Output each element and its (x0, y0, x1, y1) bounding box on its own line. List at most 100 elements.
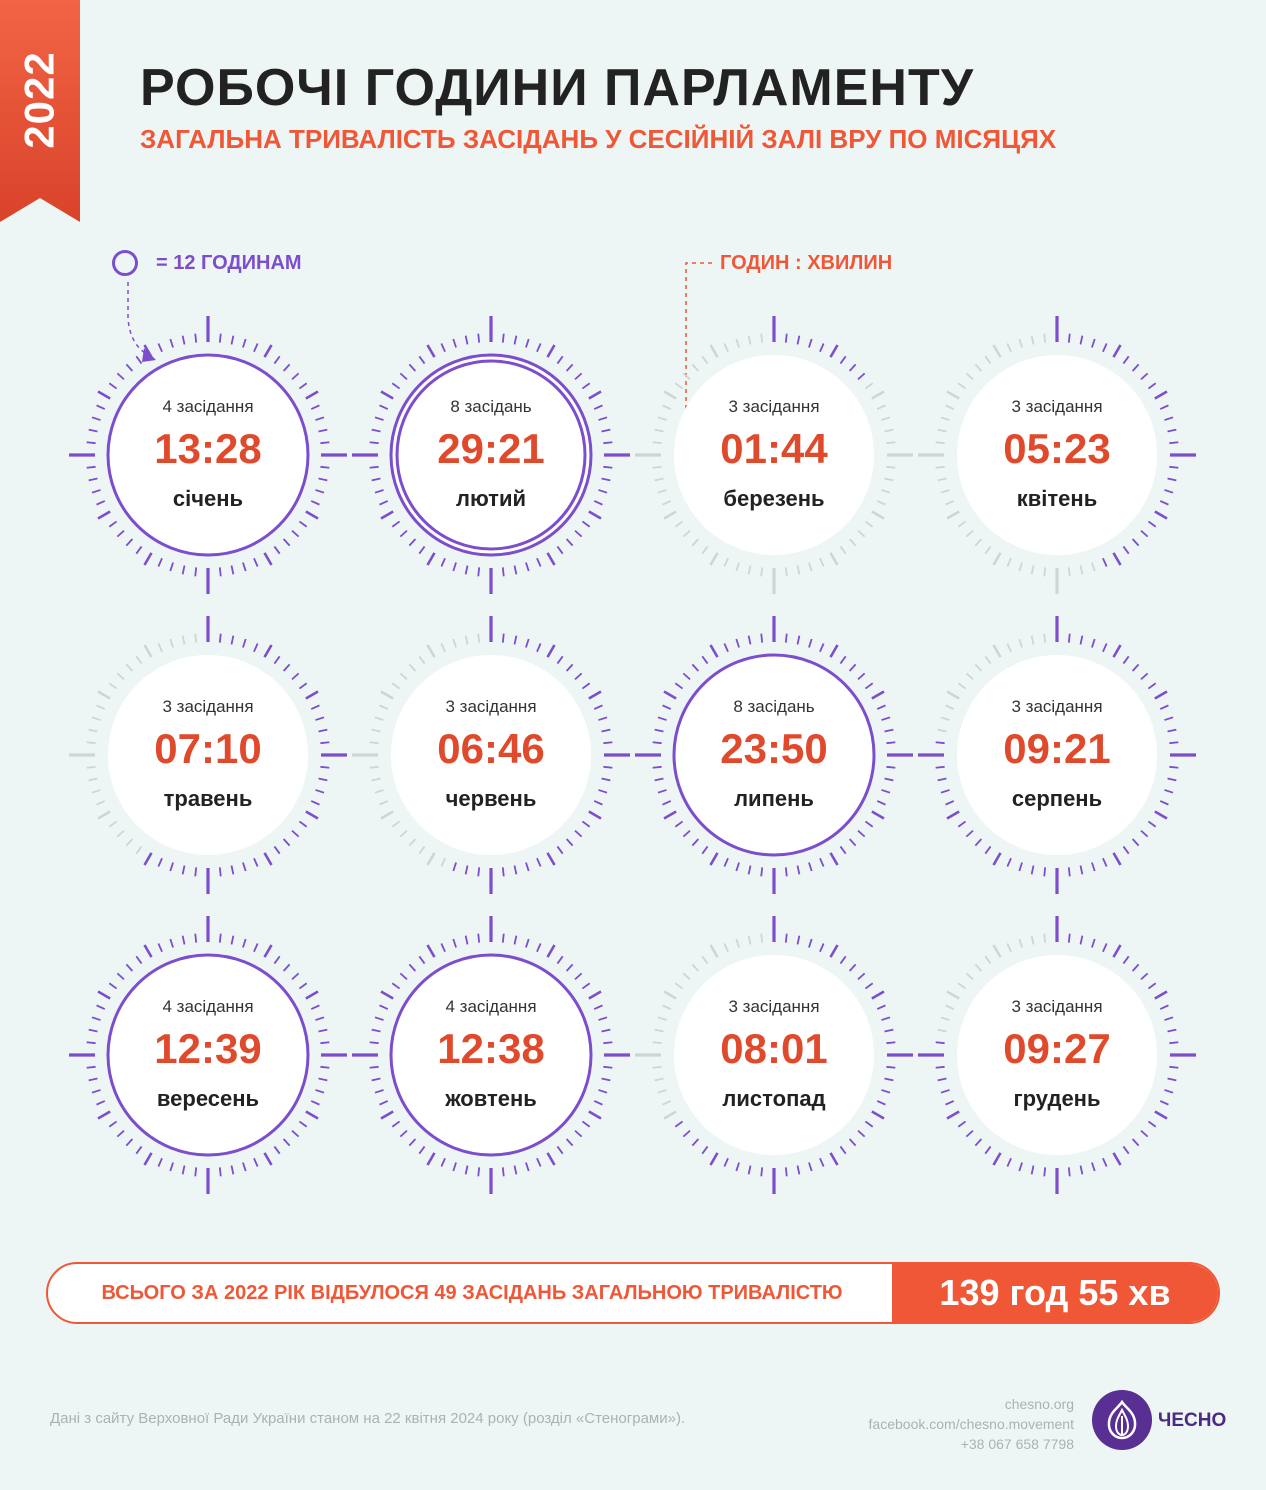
dial-tick (946, 1110, 960, 1120)
dial-tick (603, 441, 613, 445)
dial-tick (1006, 643, 1012, 653)
website-link[interactable]: chesno.org (1004, 1396, 1074, 1412)
dial-tick (157, 343, 163, 353)
dial-duration: 07:10 (154, 725, 262, 772)
dial-tick (315, 489, 325, 494)
dial-tick (819, 557, 825, 567)
dial-tick (682, 672, 691, 681)
dial-tick (1147, 982, 1157, 990)
dial-tick (946, 690, 960, 700)
dial-tick (657, 489, 667, 494)
dial-tick (723, 643, 729, 653)
dial-tick (230, 565, 235, 575)
dial-tick (747, 335, 752, 345)
dial-tick (1164, 716, 1174, 721)
dial-graphic (352, 316, 630, 594)
dial-tick (242, 1162, 247, 1172)
dial-tick (282, 963, 291, 972)
dial-tick (796, 935, 801, 945)
dial-tick (965, 529, 974, 538)
dial-tick (864, 682, 874, 690)
dial-tick (108, 820, 118, 828)
phone-number: +38 067 658 7798 (960, 1436, 1074, 1452)
dial-tick (1131, 538, 1140, 547)
dial-tick (305, 990, 319, 1000)
dial-face (674, 355, 874, 555)
dial-tick (501, 333, 505, 343)
dial-month: січень (172, 486, 244, 511)
legend-arrow-dashed (127, 282, 151, 357)
dial-tick (796, 335, 801, 345)
dial-tick (1154, 510, 1168, 520)
dial-tick (662, 404, 672, 410)
dial-tick (408, 538, 417, 547)
dial-tick (380, 990, 394, 1000)
dial-sessions: 3 засідання (728, 997, 820, 1016)
dial-tick (946, 390, 960, 400)
dial-month: листопад (722, 1086, 826, 1111)
dial-tick (501, 633, 505, 643)
dial-tick (839, 545, 847, 555)
dial-tick (426, 644, 436, 658)
page-subtitle: ЗАГАЛЬНА ТРИВАЛІСТЬ ЗАСІДАНЬ У СЕСІЙНІЙ … (140, 124, 1057, 154)
dial-tick (581, 820, 591, 828)
dial-tick (663, 990, 677, 1000)
dial-tick (723, 1157, 729, 1167)
dial-tick (501, 933, 505, 943)
dial-tick (1159, 404, 1169, 410)
dial-tick (974, 363, 983, 372)
dial-tick (116, 672, 125, 681)
dial-tick (857, 372, 866, 381)
dial-tick (379, 704, 389, 710)
dial-tick (1131, 1138, 1140, 1147)
dial-tick (723, 557, 729, 567)
dial-tick (477, 333, 481, 343)
facebook-link[interactable]: facebook.com/chesno.movement (868, 1416, 1074, 1432)
dial-tick (871, 990, 885, 1000)
dial-tick (116, 529, 125, 538)
dial-tick (546, 1152, 556, 1166)
dial-tick (1167, 1077, 1177, 1082)
dial-tick (320, 741, 330, 745)
dial-tick (135, 545, 143, 555)
dial-face (391, 655, 591, 855)
dial-duration: 29:21 (437, 425, 545, 472)
dial-tick (1067, 867, 1071, 877)
dial-tick (682, 372, 691, 381)
chesno-logo-icon (1092, 1390, 1152, 1450)
dial-tick (320, 1041, 330, 1045)
dial-sessions: 4 засідання (162, 397, 254, 416)
dial-tick (940, 789, 950, 794)
dial-month: травень (163, 786, 253, 811)
dial-tick (984, 355, 992, 365)
dial-tick (86, 1041, 96, 1045)
dial-duration: 09:21 (1003, 725, 1111, 772)
dial-tick (273, 355, 281, 365)
dial-tick (310, 704, 320, 710)
dial-tick (408, 963, 417, 972)
dial-tick (1067, 633, 1071, 643)
dial-tick (974, 663, 983, 672)
dial-tick (574, 372, 583, 381)
dial-duration: 13:28 (154, 425, 262, 472)
dial-tick (96, 1004, 106, 1010)
dial-tick (735, 338, 740, 348)
dial-tick (857, 529, 866, 538)
dial-graphic (69, 916, 347, 1194)
dial-face (957, 355, 1157, 555)
dial-tick (1147, 520, 1157, 528)
dial-tick (369, 1065, 379, 1069)
dial-tick (1006, 343, 1012, 353)
dial-tick (974, 1138, 983, 1147)
dial-tick (886, 1041, 896, 1045)
dial-tick (1043, 933, 1047, 943)
dial-tick (305, 1110, 319, 1120)
dial-tick (320, 765, 330, 769)
dial-tick (218, 867, 222, 877)
dial-tick (440, 1157, 446, 1167)
dial-tick (1079, 335, 1084, 345)
dial-tick (1018, 338, 1023, 348)
dial-tick (315, 1016, 325, 1021)
dial-tick (935, 765, 945, 769)
dial-tick (440, 343, 446, 353)
